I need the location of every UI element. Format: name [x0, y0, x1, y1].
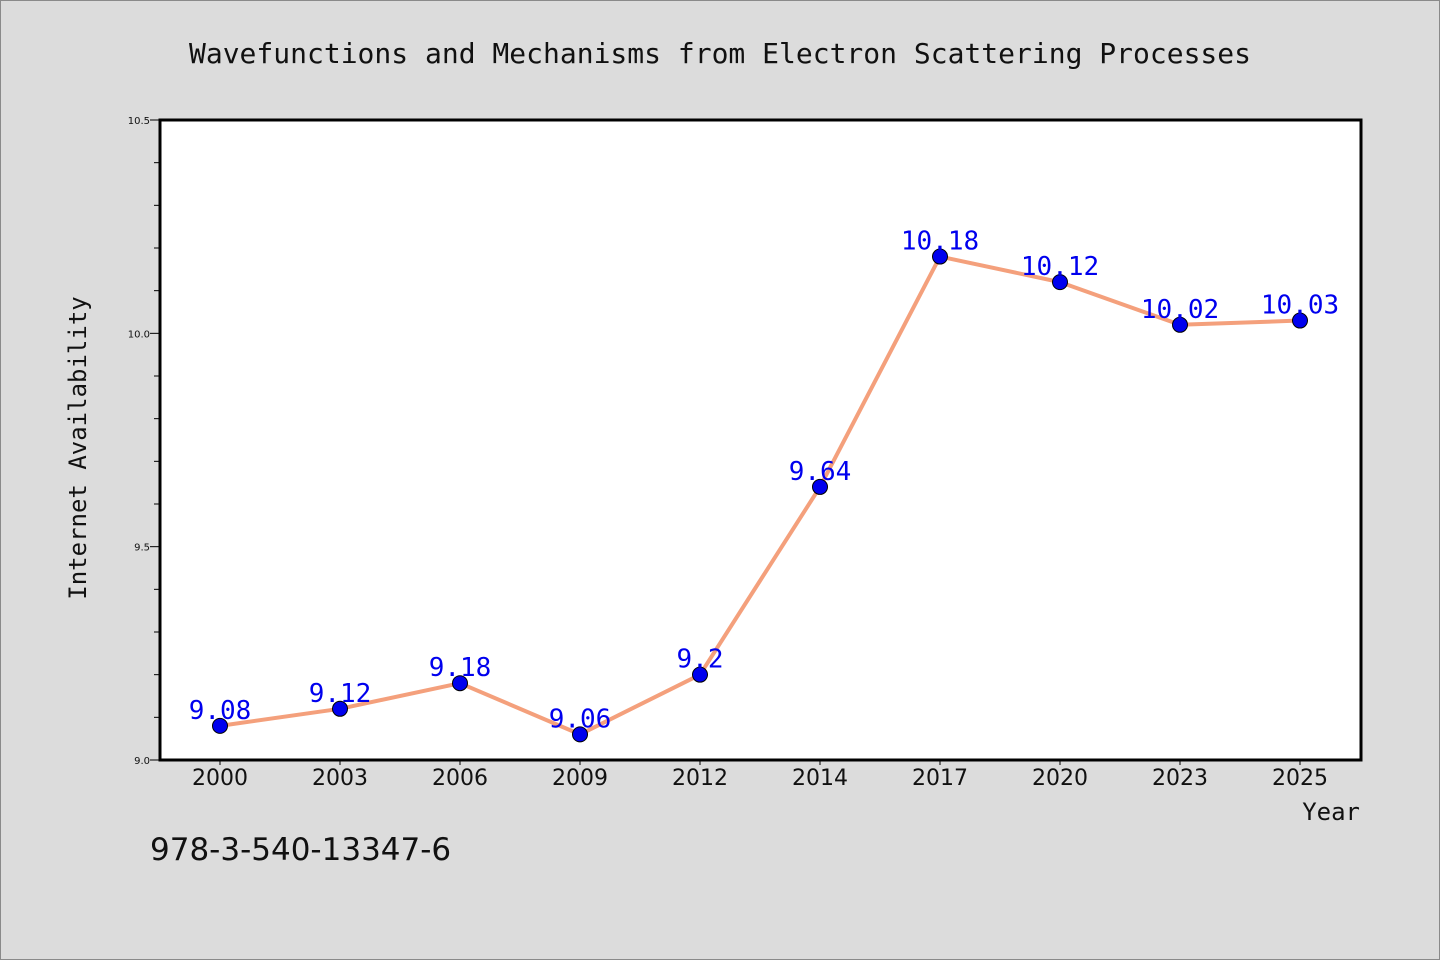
- data-point: [692, 666, 708, 683]
- data-label: 9.64: [789, 457, 852, 487]
- x-tick-label: 2003: [312, 766, 368, 791]
- data-label: 10.18: [901, 227, 979, 257]
- chart-title: Wavefunctions and Mechanisms from Electr…: [189, 37, 1251, 70]
- data-label: 9.18: [429, 653, 492, 683]
- x-tick-label: 2025: [1272, 766, 1328, 791]
- data-point: [1052, 274, 1068, 291]
- y-axis-label: Internet Availability: [64, 296, 92, 599]
- x-tick-label: 2000: [192, 766, 248, 791]
- data-point: [452, 675, 468, 692]
- data-point: [332, 700, 348, 717]
- data-label: 9.08: [189, 696, 252, 726]
- y-tick-label: 9.5: [134, 543, 150, 554]
- data-point: [1292, 312, 1308, 329]
- data-label: 10.12: [1021, 252, 1099, 282]
- series-line: [218, 254, 1302, 737]
- data-point: [812, 478, 828, 495]
- data-point: [1172, 316, 1188, 333]
- data-point: [212, 717, 228, 734]
- y-tick-label: 10.0: [128, 329, 150, 340]
- x-tick-label: 2020: [1032, 766, 1088, 791]
- y-axis: 9.0 9.5 10.0 10.5: [128, 116, 160, 767]
- series-layer: [212, 248, 1308, 743]
- data-point: [932, 248, 948, 265]
- x-tick-label: 2012: [672, 766, 728, 791]
- x-tick-label: 2006: [432, 766, 488, 791]
- data-point: [572, 726, 588, 743]
- data-label: 10.03: [1261, 291, 1339, 321]
- y-tick-label: 9.0: [134, 756, 150, 767]
- x-axis-label: Year: [1302, 798, 1360, 826]
- x-tick-label: 2014: [792, 766, 848, 791]
- y-tick-label: 10.5: [128, 116, 150, 127]
- data-label: 9.12: [309, 679, 372, 709]
- data-label: 9.2: [677, 645, 724, 675]
- x-tick-label: 2017: [912, 766, 968, 791]
- isbn-text: 978-3-540-13347-6: [150, 832, 452, 868]
- plot-area: [158, 118, 1363, 762]
- data-label: 9.06: [549, 704, 612, 734]
- data-label: 10.02: [1141, 295, 1219, 325]
- x-axis: 2000 2003 2006 2009 2012 2014 2017 2020 2023 2025: [192, 760, 1328, 791]
- data-labels-layer: 9.08 9.12 9.18 9.06 9.2 9.64 10.18 10.12 10.02 10…: [189, 227, 1339, 735]
- x-tick-label: 2023: [1152, 766, 1208, 791]
- x-tick-label: 2009: [552, 766, 608, 791]
